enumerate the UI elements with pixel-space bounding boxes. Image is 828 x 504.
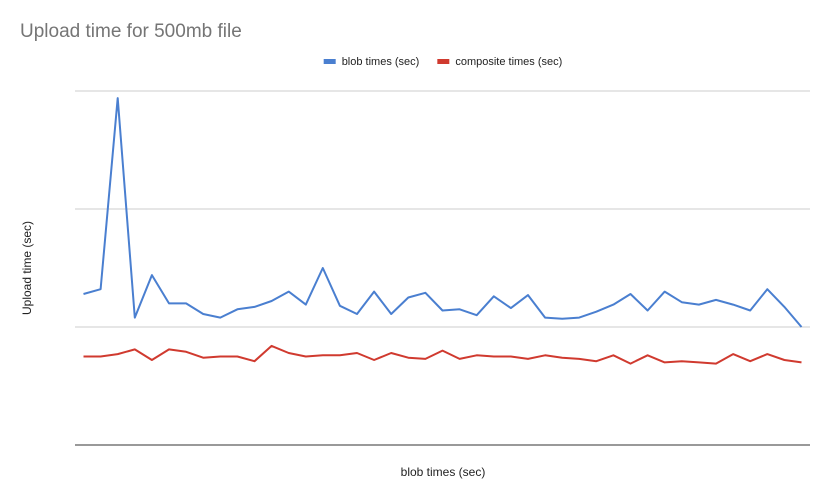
- y-axis-label: Upload time (sec): [20, 221, 34, 315]
- legend-label: composite times (sec): [455, 56, 562, 68]
- chart-title: Upload time for 500mb file: [20, 21, 242, 42]
- legend: blob times (sec) composite times (sec): [323, 56, 562, 68]
- x-axis-label: blob times (sec): [401, 465, 486, 479]
- series-line: [83, 344, 802, 365]
- legend-swatch: [437, 59, 450, 64]
- legend-label: blob times (sec): [342, 56, 420, 68]
- series-line: [83, 97, 803, 328]
- legend-swatch: [323, 59, 336, 64]
